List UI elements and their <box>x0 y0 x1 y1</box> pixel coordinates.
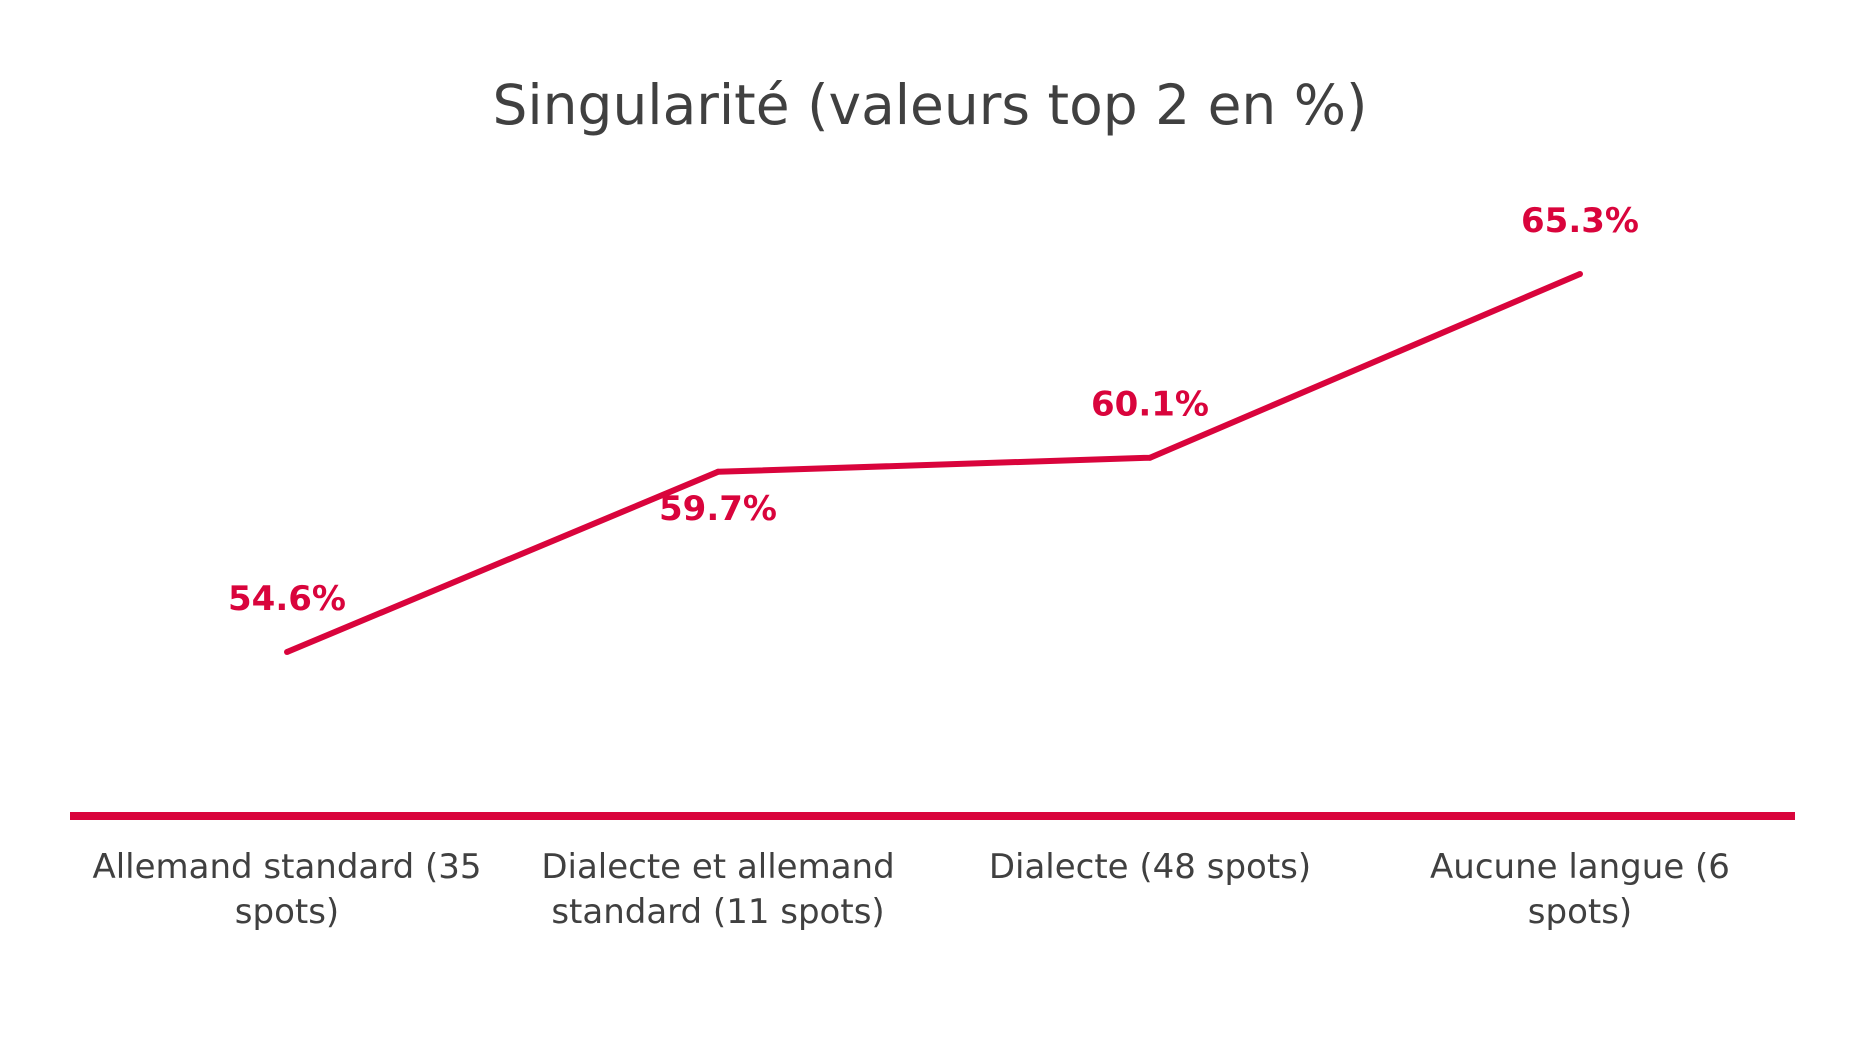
data-label: 65.3% <box>1521 201 1639 241</box>
series-line <box>285 271 1582 655</box>
x-axis: Allemand standard (35 spots) Dialecte et a… <box>70 812 1795 932</box>
data-point <box>1577 271 1583 277</box>
x-tick-label: Dialecte (48 spots) <box>989 847 1311 887</box>
data-labels-layer: 54.6% 59.7% 60.1% 65.3% <box>228 201 1639 619</box>
x-tick-label: Aucune langue (6 spots) <box>1430 847 1730 932</box>
data-label: 60.1% <box>1091 385 1209 425</box>
chart-title: Singularité (valeurs top 2 en %) <box>492 73 1367 137</box>
data-label: 54.6% <box>228 579 346 619</box>
data-point <box>1147 454 1153 461</box>
x-tick-label: Dialecte et allemand standard (11 spots) <box>541 847 894 932</box>
data-label: 59.7% <box>659 489 777 529</box>
data-point <box>715 468 721 475</box>
x-tick-label: Allemand standard (35 spots) <box>92 847 481 932</box>
data-point <box>284 649 290 655</box>
series-layer <box>284 271 1583 655</box>
